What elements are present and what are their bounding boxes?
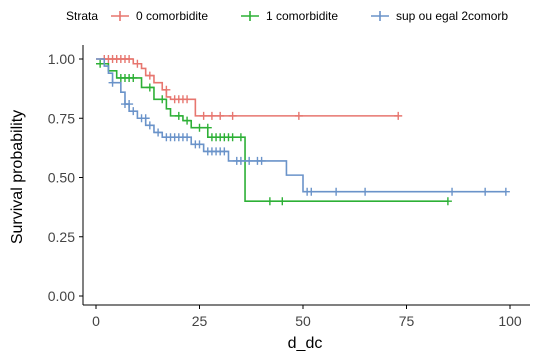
censor-mark [162,85,171,94]
y-tick-label: 0.25 [48,229,75,245]
censor-mark [216,111,225,120]
series-group [96,55,403,120]
censor-mark [228,111,237,120]
censor-mark [294,111,303,120]
censor-mark [203,123,212,132]
censor-mark [236,133,245,142]
censor-mark [133,59,142,68]
censor-mark [145,121,154,130]
censor-mark [183,95,192,104]
censor-mark [125,55,134,63]
y-tick-label: 1.00 [48,51,75,67]
censor-mark [481,187,490,196]
censor-mark [278,197,287,206]
y-tick-label: 0.75 [48,110,75,126]
censor-mark [125,100,134,109]
y-axis-title: Survival probability [9,110,26,244]
censor-mark [129,107,138,116]
censor-mark [307,187,316,196]
x-tick-label: 50 [295,313,311,329]
x-axis-title: d_dc [288,335,323,352]
y-tick-label: 0.00 [48,288,75,304]
x-tick-label: 0 [92,313,100,329]
censor-mark [145,71,154,80]
censor-mark [195,140,204,149]
censor-mark [361,187,370,196]
censor-mark [183,133,192,142]
censor-mark [228,133,237,142]
censor-mark [158,95,167,104]
censor-mark [443,197,452,206]
legend: Strata 0 comorbidite 1 comorbidite sup ou … [66,9,508,23]
series-group [96,59,452,206]
censor-mark [183,116,192,125]
censor-mark [108,78,117,87]
legend-title: Strata [66,9,98,23]
censor-mark [501,187,510,196]
plot-panel [96,55,510,206]
censor-mark [145,83,154,92]
censor-mark [245,156,254,165]
axes: 0 25 50 75 100 0.00 0.25 0.50 0.75 1.00 [48,45,530,329]
survival-curve [96,62,448,202]
censor-mark [207,111,216,120]
censor-mark [174,111,183,120]
censor-mark [129,73,138,82]
censor-mark [265,197,274,206]
legend-key [241,11,259,21]
censor-mark [96,59,105,68]
censor-mark [332,187,341,196]
x-tick-label: 100 [498,313,522,329]
censor-mark [154,128,163,137]
legend-label: 0 comorbidite [136,9,208,23]
x-tick-label: 75 [399,313,415,329]
censor-mark [141,114,150,123]
y-tick-label: 0.50 [48,170,75,186]
legend-key [371,11,389,21]
legend-label: 1 comorbidite [266,9,338,23]
censor-mark [448,187,457,196]
series-group [96,58,510,196]
survival-curve [96,58,506,193]
legend-label: sup ou egal 2comorb [396,9,508,23]
censor-mark [220,147,229,156]
censor-mark [195,123,204,132]
censor-mark [257,156,266,165]
censor-mark [236,156,245,165]
censor-mark [394,111,403,120]
censor-mark [199,111,208,120]
legend-key [111,11,129,21]
x-tick-label: 25 [192,313,208,329]
